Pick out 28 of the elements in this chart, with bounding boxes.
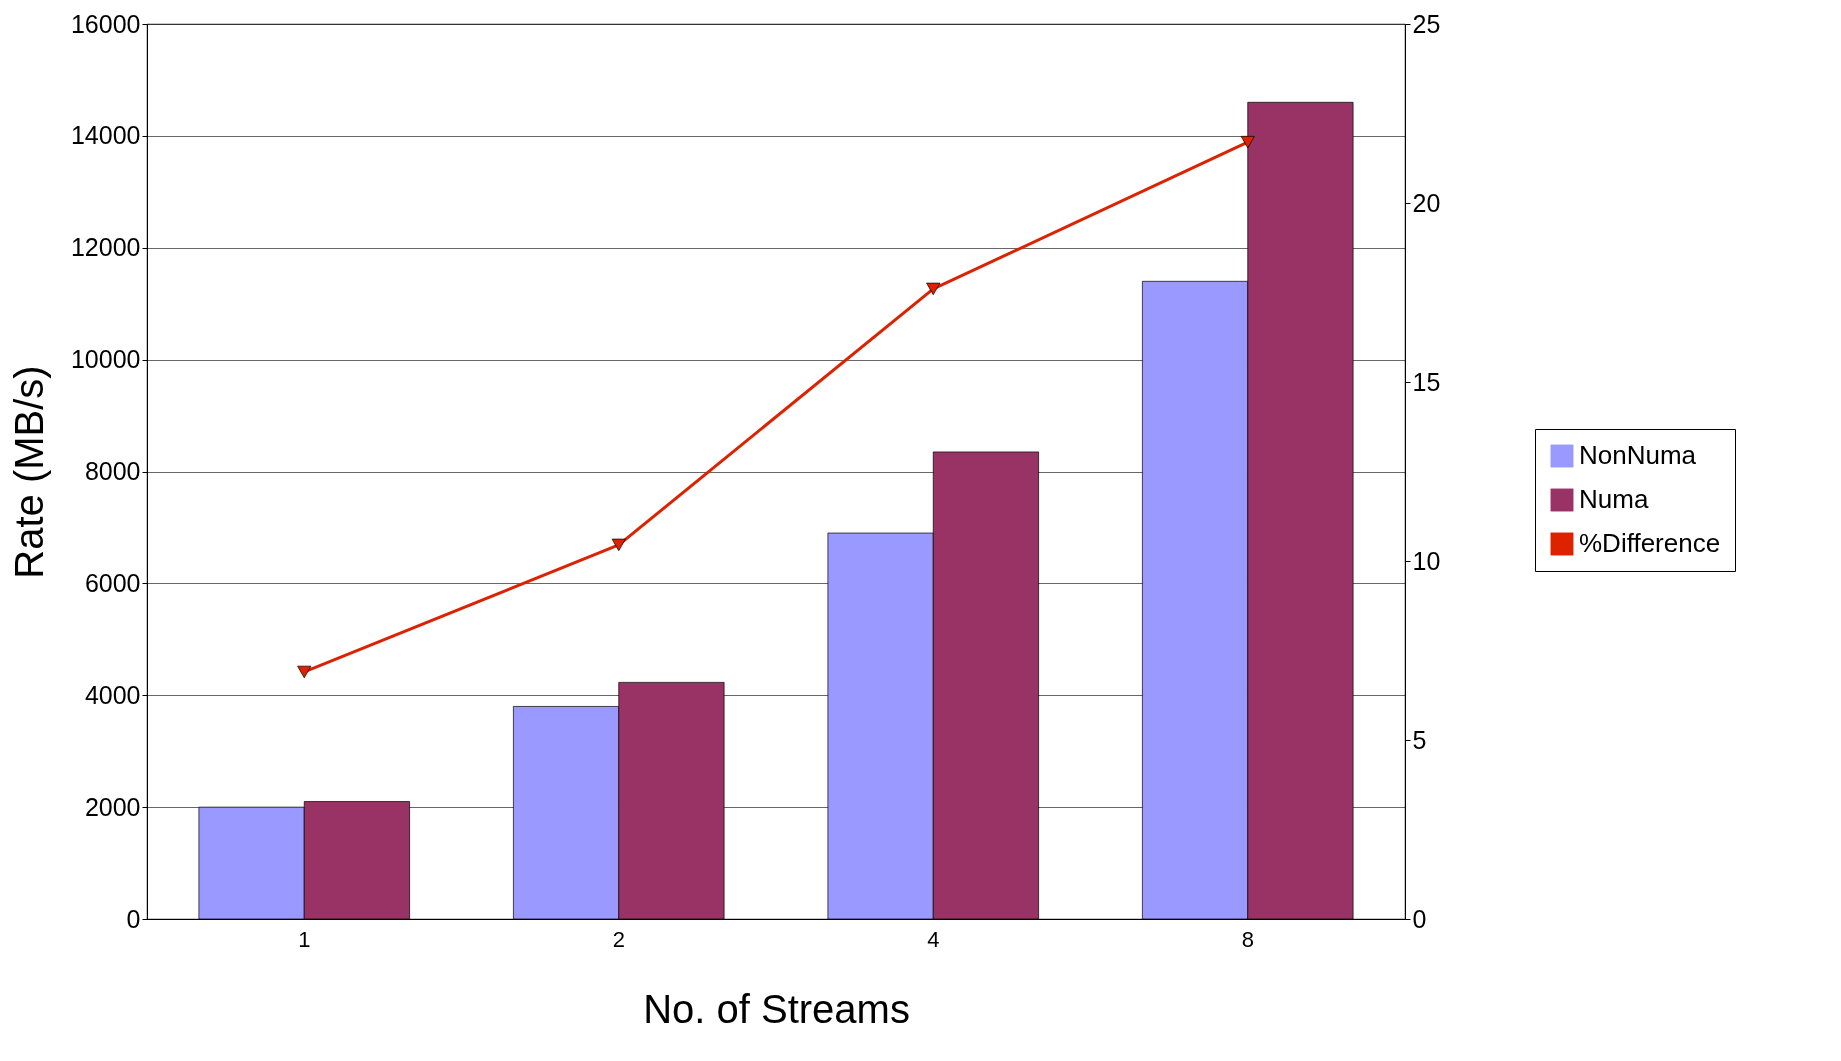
y-tick-label: 14000 [70,121,141,150]
x-tick-label: 4 [927,926,940,952]
y-tick-label: 8000 [84,457,141,485]
y-axis-title: Rate (MB/s) [6,365,51,579]
y-tick-label: 4000 [84,680,141,709]
legend-label: %Difference [1579,528,1721,558]
y2-tick-label: 15 [1412,367,1441,396]
y2-tick-label: 10 [1412,546,1441,575]
point [926,282,941,296]
y2-tick-label: 0 [1412,904,1427,933]
y-tick-label: 6000 [84,568,141,597]
point [297,665,312,679]
legend-label: NonNuma [1579,440,1697,470]
y2-tick-label: 25 [1412,9,1441,38]
x-tick-label: 2 [612,926,625,952]
y2-tick-label: 5 [1412,725,1427,754]
x-tick-label: 1 [298,926,311,952]
y2-tick-label: 20 [1412,188,1441,217]
point [611,538,626,552]
y-tick-label: 12000 [70,233,141,262]
point [1240,135,1255,149]
y-tick-label: 2000 [84,792,141,821]
legend-label: Numa [1579,484,1649,514]
y-tick-label: 16000 [70,9,141,38]
y-tick-label: 0 [126,904,141,933]
x-tick-label: 8 [1241,926,1254,952]
x-axis-title: No. of Streams [643,986,910,1031]
y-tick-label: 10000 [70,345,141,374]
